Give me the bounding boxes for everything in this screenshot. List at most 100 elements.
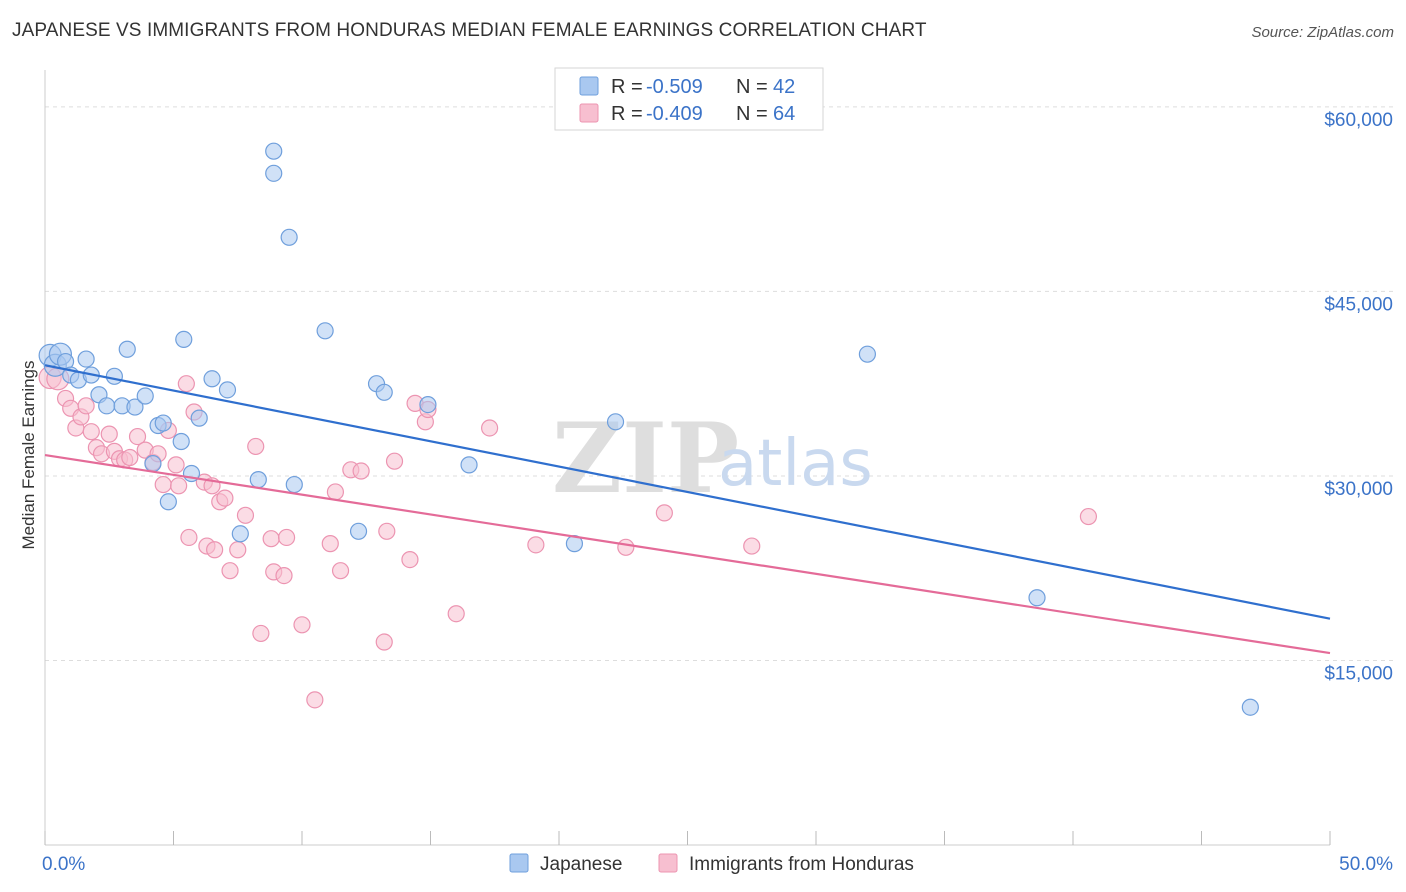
point-japanese-40 — [1028, 589, 1046, 607]
point-japanese-9 — [98, 397, 116, 415]
point-honduras-7 — [82, 423, 100, 441]
legend-r-value-japanese: -0.509 — [646, 76, 703, 98]
bottom-legend-label-honduras: Immigrants from Honduras — [689, 854, 914, 875]
legend-n-label-honduras: N = — [736, 103, 768, 125]
point-honduras-10 — [100, 425, 118, 443]
legend-swatch-honduras — [579, 103, 599, 123]
point-honduras-22 — [170, 477, 188, 495]
trend-line-japanese — [44, 364, 1331, 620]
source-note: Source: ZipAtlas.com — [1251, 24, 1394, 41]
bottom-legend-swatch-honduras — [658, 853, 678, 873]
top-legend: R = -0.509 N = 42 R = -0.409 N = 64 — [554, 67, 824, 131]
point-japanese-24 — [218, 381, 237, 399]
y-axis-label: Median Female Earnings — [19, 361, 38, 550]
point-honduras-57 — [527, 536, 545, 554]
trend-lines — [44, 364, 1331, 655]
point-honduras-55 — [447, 605, 465, 623]
watermark-atlas: atlas — [718, 427, 873, 501]
x-tick-label-1: 50.0% — [1339, 854, 1393, 875]
point-honduras-44 — [326, 483, 345, 501]
y-tick-label-2: $45,000 — [1324, 294, 1393, 315]
y-tick-label-1: $30,000 — [1324, 479, 1393, 500]
point-honduras-50 — [385, 452, 404, 470]
point-japanese-30 — [285, 475, 303, 494]
point-honduras-39 — [275, 566, 293, 585]
bottom-legend: Japanese Immigrants from Honduras — [509, 853, 914, 875]
point-honduras-51 — [401, 551, 419, 569]
point-honduras-40 — [277, 528, 296, 547]
point-honduras-41 — [293, 616, 311, 634]
chart-title: JAPANESE VS IMMIGRANTS FROM HONDURAS MED… — [12, 20, 927, 41]
point-honduras-59 — [655, 504, 673, 522]
point-honduras-49 — [378, 522, 396, 540]
legend-swatch-japanese — [579, 76, 599, 96]
point-honduras-23 — [177, 375, 195, 393]
point-japanese-12 — [118, 340, 136, 358]
point-honduras-15 — [128, 427, 147, 446]
axes — [44, 70, 1331, 846]
watermark-zip: ZIP — [552, 402, 739, 515]
point-honduras-34 — [236, 506, 255, 524]
point-honduras-43 — [321, 535, 339, 553]
point-japanese-32 — [349, 522, 368, 540]
legend-n-value-honduras: 64 — [773, 103, 795, 125]
legend-n-label-japanese: N = — [736, 76, 768, 98]
series-honduras-points — [38, 365, 1098, 709]
point-honduras-35 — [247, 437, 265, 456]
point-honduras-48 — [375, 633, 393, 651]
point-honduras-6 — [77, 397, 95, 415]
watermark: ZIP atlas — [552, 402, 873, 515]
point-honduras-58 — [617, 538, 635, 556]
point-japanese-28 — [265, 164, 283, 182]
point-honduras-33 — [229, 541, 247, 559]
point-japanese-34 — [375, 383, 393, 401]
point-japanese-13 — [126, 398, 144, 416]
point-honduras-45 — [331, 562, 350, 580]
point-honduras-56 — [481, 419, 499, 437]
point-japanese-19 — [172, 432, 190, 451]
point-honduras-61 — [1079, 507, 1098, 526]
legend-r-label-japanese: R = — [611, 76, 643, 98]
point-honduras-14 — [121, 448, 139, 467]
point-japanese-35 — [419, 396, 437, 414]
grid-lines — [45, 106, 1393, 661]
point-japanese-41 — [1241, 698, 1259, 716]
point-japanese-15 — [144, 455, 162, 473]
legend-n-value-japanese: 42 — [773, 76, 795, 98]
point-japanese-17 — [154, 414, 172, 432]
point-honduras-21 — [167, 456, 185, 474]
point-japanese-29 — [280, 228, 298, 246]
point-japanese-6 — [77, 350, 95, 368]
point-honduras-19 — [154, 475, 172, 494]
point-honduras-37 — [262, 530, 280, 548]
point-honduras-32 — [221, 562, 239, 580]
point-japanese-25 — [231, 525, 249, 543]
point-japanese-38 — [606, 413, 625, 431]
point-japanese-31 — [316, 322, 334, 340]
legend-r-label-honduras: R = — [611, 103, 643, 125]
series-japanese-points — [38, 142, 1259, 716]
top-legend-box — [554, 67, 824, 131]
point-honduras-42 — [306, 691, 324, 709]
legend-r-value-honduras: -0.409 — [646, 103, 703, 125]
y-tick-label-0: $15,000 — [1324, 663, 1393, 684]
trend-line-honduras — [44, 453, 1331, 655]
point-japanese-20 — [175, 330, 193, 349]
bottom-legend-label-japanese: Japanese — [540, 854, 622, 875]
y-tick-labels: $15,000 $30,000 $45,000 $60,000 — [1324, 110, 1393, 685]
point-japanese-18 — [159, 493, 177, 511]
point-honduras-60 — [743, 537, 761, 555]
point-japanese-10 — [105, 367, 123, 385]
point-japanese-27 — [265, 142, 283, 160]
point-honduras-24 — [180, 528, 198, 547]
y-tick-label-3: $60,000 — [1324, 110, 1393, 131]
x-tick-labels: 0.0% 50.0% — [42, 854, 1393, 875]
point-honduras-36 — [252, 624, 270, 643]
point-japanese-39 — [858, 345, 877, 363]
point-honduras-47 — [352, 462, 370, 480]
point-japanese-36 — [460, 456, 478, 474]
bottom-legend-swatch-japanese — [509, 853, 529, 873]
point-honduras-29 — [206, 541, 224, 559]
point-honduras-31 — [216, 489, 234, 507]
